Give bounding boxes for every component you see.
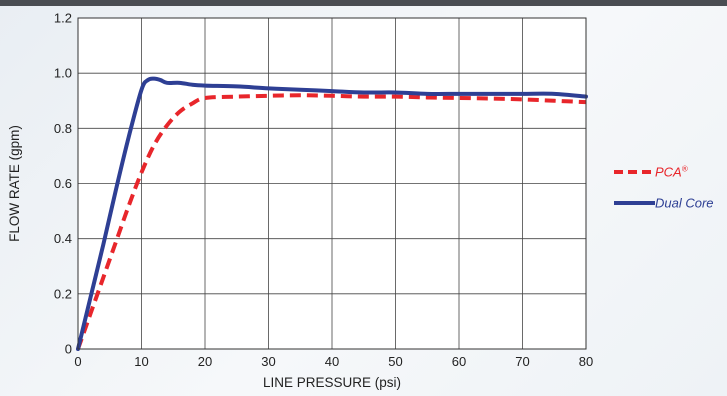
x-tick-label: 30 (261, 354, 275, 369)
x-tick-label: 10 (134, 354, 148, 369)
legend-label: PCA® (655, 165, 688, 180)
y-tick-label: 0.4 (54, 231, 72, 246)
x-tick-label: 50 (388, 354, 402, 369)
y-tick-label: 1.2 (54, 11, 72, 26)
y-tick-label: 0.6 (54, 176, 72, 191)
y-axis-title: FLOW RATE (gpm) (7, 125, 22, 242)
y-tick-label: 0 (65, 342, 72, 357)
legend-item-pca: PCA® (614, 165, 688, 180)
x-tick-label: 40 (325, 354, 339, 369)
y-tick-label: 1.0 (54, 66, 72, 81)
x-tick-label: 60 (452, 354, 466, 369)
x-axis-title: LINE PRESSURE (psi) (263, 375, 401, 390)
x-tick-label: 70 (515, 354, 529, 369)
legend: PCA® Dual Core (614, 165, 714, 211)
x-tick-label: 80 (579, 354, 593, 369)
legend-item-dual-core: Dual Core (614, 196, 714, 211)
x-tick-label: 0 (74, 354, 81, 369)
legend-label: Dual Core (655, 196, 714, 211)
y-tick-label: 0.8 (54, 121, 72, 136)
x-tick-label: 20 (198, 354, 212, 369)
y-tick-label: 0.2 (54, 286, 72, 301)
